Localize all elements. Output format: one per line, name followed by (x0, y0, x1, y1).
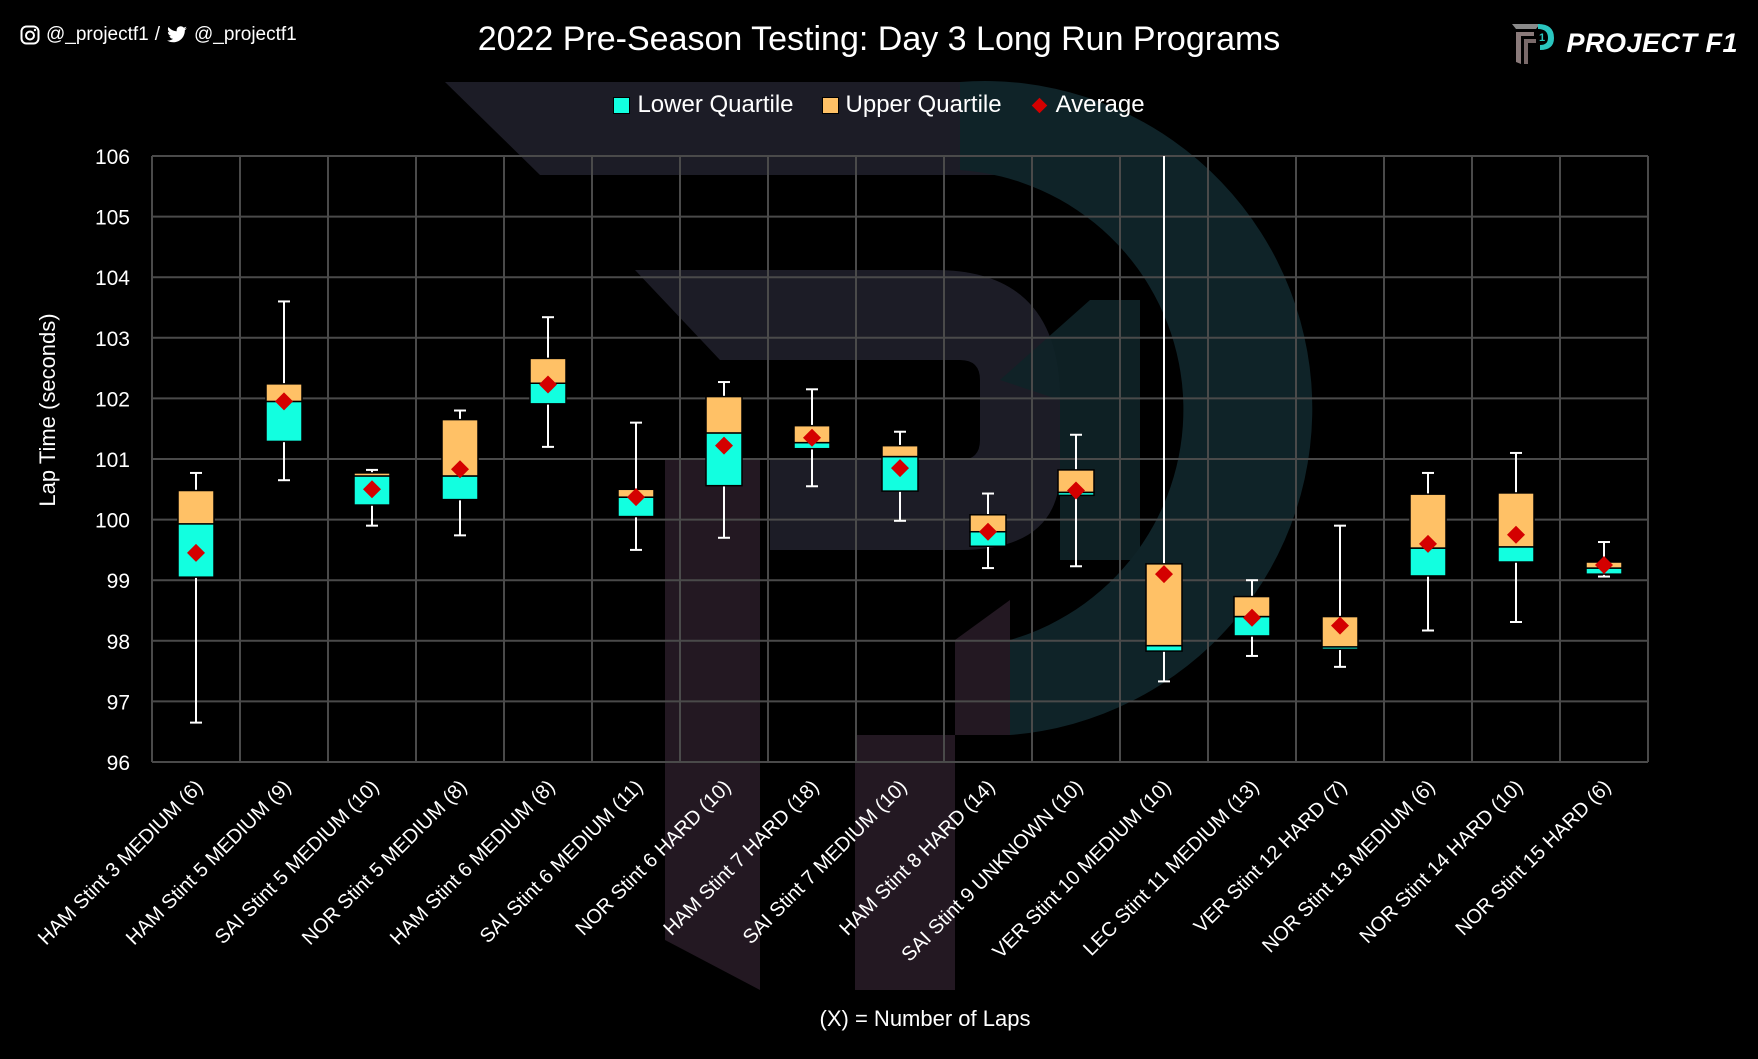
y-tick-label: 104 (95, 267, 130, 290)
x-category-label: NOR Stint 5 MEDIUM (8) (298, 776, 471, 949)
average-marker (979, 522, 997, 541)
upper-quartile-box (353, 472, 391, 477)
y-tick-label: 102 (95, 388, 130, 411)
handle-separator: / (154, 24, 161, 45)
average-marker (1331, 616, 1349, 635)
average-marker (1595, 556, 1613, 575)
x-category-label: HAM Stint 3 MEDIUM (6) (34, 776, 207, 949)
box-1 (177, 471, 215, 724)
watermark-d-arc (960, 81, 1313, 735)
x-category-label: HAM Stint 6 MEDIUM (8) (386, 776, 559, 949)
instagram-handle: @_projectf1 (46, 24, 149, 45)
average-marker (363, 480, 381, 499)
x-category-label: NOR Stint 15 HARD (6) (1451, 776, 1615, 940)
box-5 (529, 316, 567, 448)
instagram-icon (20, 25, 40, 45)
y-tick-label: 105 (95, 207, 130, 230)
watermark-p-stem-left (665, 460, 760, 990)
x-category-label: SAI Stint 5 MEDIUM (10) (211, 776, 384, 949)
lower-quartile-box (1145, 644, 1183, 652)
x-category-label: NOR Stint 14 HARD (10) (1356, 776, 1528, 948)
box-3 (353, 468, 391, 527)
average-marker (627, 488, 645, 507)
x-category-label: NOR Stint 13 MEDIUM (6) (1258, 776, 1439, 957)
watermark-one-digit (1000, 300, 1140, 560)
upper-quartile-swatch (821, 96, 839, 114)
average-marker (1419, 534, 1437, 553)
project-f1-watermark-logo (445, 81, 1313, 990)
box-10 (969, 492, 1007, 570)
box-11 (1057, 433, 1095, 568)
average-marker (539, 375, 557, 394)
box-12 (1145, 156, 1183, 683)
box-13 (1233, 579, 1271, 657)
y-axis-title: Lap Time (seconds) (35, 313, 60, 506)
twitter-handle: @_projectf1 (194, 24, 297, 45)
y-tick-label: 106 (95, 146, 130, 169)
chart-title: 2022 Pre-Season Testing: Day 3 Long Run … (477, 20, 1281, 58)
y-tick-label: 100 (95, 510, 130, 533)
legend-label: Average (1055, 91, 1145, 118)
legend-item-lower-quartile: Lower Quartile (613, 91, 794, 119)
legend-label: Lower Quartile (637, 91, 794, 118)
x-category-label: SAI Stint 6 MEDIUM (11) (476, 776, 648, 948)
legend-label: Upper Quartile (845, 91, 1002, 118)
average-marker (803, 428, 821, 447)
average-marker (187, 543, 205, 562)
average-marker (1507, 525, 1525, 544)
lower-quartile-box (441, 475, 479, 501)
average-marker (1155, 565, 1173, 584)
y-tick-label: 101 (95, 449, 130, 472)
y-tick-label: 96 (107, 752, 130, 775)
average-marker (1067, 481, 1085, 500)
watermark-p-bowl (635, 270, 1060, 550)
average-diamond-icon (1031, 97, 1047, 113)
lower-quartile-swatch (613, 96, 631, 114)
box-8 (793, 388, 831, 488)
y-tick-label: 99 (107, 570, 130, 593)
upper-quartile-box (705, 395, 743, 434)
box-series (177, 156, 1623, 724)
box-17 (1585, 541, 1623, 578)
x-category-label: HAM Stint 5 MEDIUM (9) (122, 776, 295, 949)
legend-item-average: Average (1030, 91, 1145, 119)
average-marker (451, 460, 469, 479)
y-tick-label: 103 (95, 328, 130, 351)
social-handles: @_projectf1 / @_projectf1 (20, 24, 297, 46)
box-2 (265, 300, 303, 482)
upper-quartile-box (881, 444, 919, 458)
x-category-label: VER Stint 10 MEDIUM (10) (989, 776, 1176, 963)
average-marker (1243, 608, 1261, 627)
watermark-top-bar (445, 82, 1100, 175)
project-f1-logo-icon: 1 (1512, 24, 1555, 64)
brand-name: PROJECT F1 (1566, 27, 1738, 58)
y-axis-ticks: 96 97 98 99 100 101 102 103 104 105 106 (95, 146, 130, 775)
svg-text:1: 1 (1539, 32, 1545, 44)
box-9 (881, 430, 919, 522)
y-tick-label: 98 (107, 631, 130, 654)
legend-item-upper-quartile: Upper Quartile (821, 91, 1002, 119)
twitter-icon (167, 26, 187, 43)
y-tick-label: 97 (107, 691, 130, 714)
x-category-label: LEC Stint 11 MEDIUM (13) (1079, 776, 1263, 960)
x-category-label: VER Stint 12 HARD (7) (1190, 776, 1352, 938)
box-16 (1497, 451, 1535, 624)
x-axis-title: (X) = Number of Laps (820, 1006, 1031, 1031)
x-axis-category-labels: HAM Stint 3 MEDIUM (6)HAM Stint 5 MEDIUM… (34, 776, 1615, 966)
legend: Lower Quartile Upper Quartile Average (0, 91, 1758, 119)
watermark-p-stem-right (855, 600, 1010, 990)
lower-quartile-box (1497, 546, 1535, 563)
box-7 (705, 381, 743, 539)
lower-quartile-box (1409, 547, 1447, 577)
average-marker (275, 392, 293, 411)
box-4 (441, 409, 479, 537)
box-6 (617, 421, 655, 551)
box-14 (1321, 524, 1359, 668)
average-marker (715, 436, 733, 455)
brand-logo: 1 PROJECT F1 (1510, 20, 1738, 66)
average-marker (891, 459, 909, 478)
box-15 (1409, 471, 1447, 632)
upper-quartile-box (177, 489, 215, 525)
